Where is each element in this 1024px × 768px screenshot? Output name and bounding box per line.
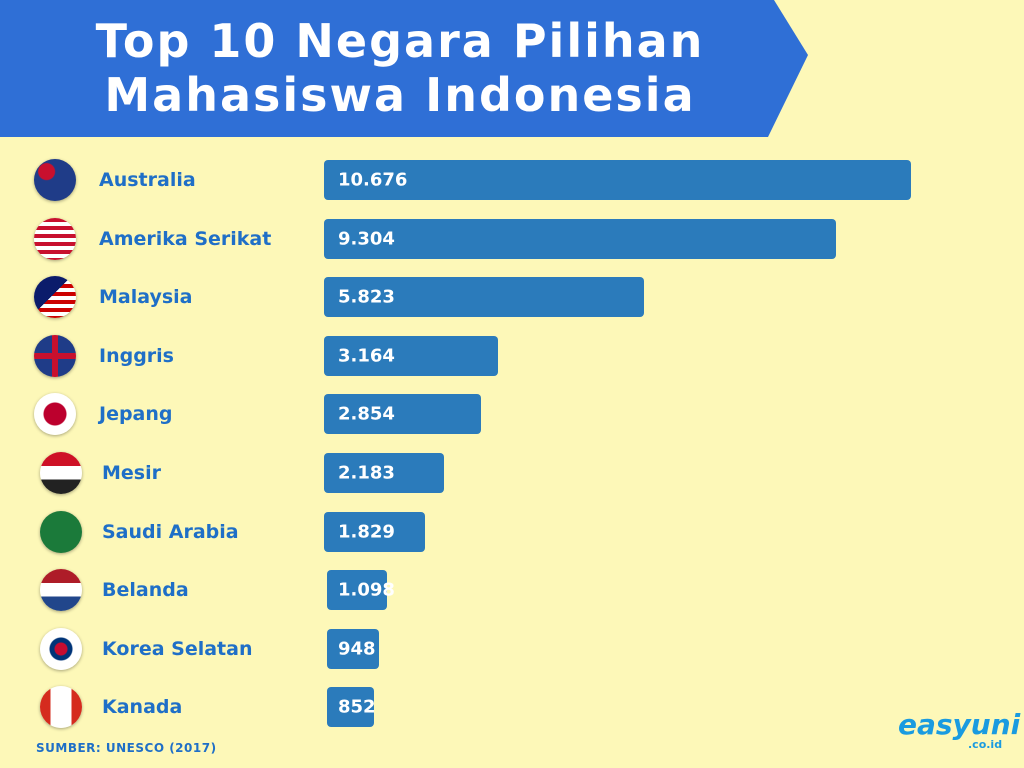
source: SUMBER: UNESCO (2017) [36,741,217,755]
value-label: 948 [338,638,376,660]
flag-icon [34,393,76,436]
bar [324,511,425,552]
bar [324,335,498,376]
bar [324,218,836,259]
value-label: 10.676 [338,169,408,191]
flag-icon [34,334,76,377]
flag-icon [40,569,82,612]
category-label: Inggris [99,344,174,367]
category-label: Korea Selatan [102,637,253,660]
flag-icon [40,627,82,670]
bar [327,628,380,669]
value-label: 9.304 [338,228,395,250]
value-label: 2.183 [338,462,395,484]
category-label: Australia [99,169,196,191]
bar [324,160,911,200]
bar [327,687,374,728]
title-banner [0,0,808,137]
category-label: Saudi Arabia [102,520,239,543]
bar [324,277,645,318]
logo: easyuni [898,708,1021,741]
chart-title: Top 10 Negara Pilihan Mahasiswa Indonesi… [95,14,705,122]
flag-icon [40,686,82,729]
bar [327,570,388,611]
flag-icon [40,452,82,494]
bar [324,453,445,493]
value-label: 1.098 [338,579,395,601]
value-label: 2.854 [338,403,395,425]
category-label: Kanada [102,696,183,719]
category-label: Amerika Serikat [99,227,272,250]
category-label: Jepang [99,403,173,426]
bar [324,394,481,435]
category-label: Mesir [102,462,161,484]
value-label: 1.829 [338,521,395,543]
value-label: 852 [338,696,376,718]
flag-icon [34,159,76,201]
logo-suffix: .co.id [968,738,1003,751]
category-label: Belanda [102,579,189,602]
category-label: Malaysia [99,286,193,309]
value-label: 3.164 [338,345,395,367]
flag-icon [40,510,82,553]
flag-icon [34,276,76,319]
value-label: 5.823 [338,286,395,308]
flag-icon [34,217,76,260]
